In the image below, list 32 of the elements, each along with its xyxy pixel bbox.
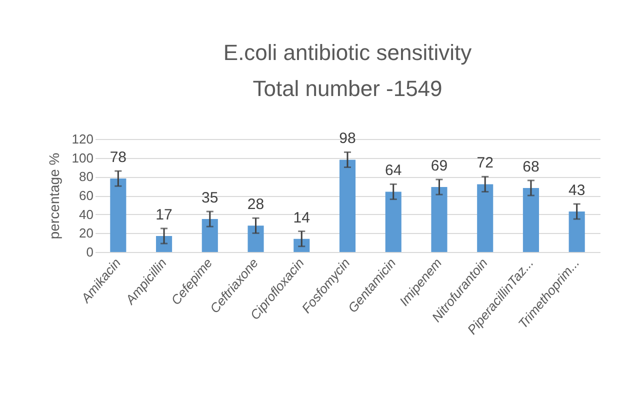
y-tick-label: 40 (79, 206, 94, 222)
bar (385, 192, 402, 252)
y-tick-label: 0 (86, 244, 94, 260)
data-label: 98 (339, 130, 356, 148)
y-tick-label: 20 (79, 226, 94, 241)
bar (339, 160, 356, 252)
y-tick-label: 80 (79, 169, 94, 184)
data-label: 14 (293, 209, 310, 226)
chart-title: E.coli antibiotic sensitivity (223, 40, 472, 66)
y-tick-label: 120 (72, 132, 94, 146)
data-label: 17 (156, 206, 172, 224)
bar (248, 226, 264, 252)
data-label: 28 (247, 196, 264, 214)
data-label: 35 (202, 190, 218, 207)
y-tick-label: 60 (79, 188, 94, 203)
data-label: 69 (430, 157, 448, 174)
bar (568, 212, 585, 252)
data-label: 68 (522, 158, 540, 176)
bar (477, 184, 494, 252)
bar (156, 236, 172, 252)
data-label: 72 (476, 154, 494, 172)
y-axis-title: percentage % (46, 152, 62, 240)
data-label: 43 (568, 182, 586, 199)
bar (431, 187, 448, 252)
data-label: 64 (385, 162, 402, 180)
y-tick-label: 100 (72, 150, 94, 166)
bar (202, 219, 218, 252)
chart-subtitle: Total number -1549 (252, 76, 442, 102)
bar (110, 178, 126, 252)
data-label: 78 (110, 149, 127, 166)
bar (522, 188, 539, 252)
bar (294, 238, 310, 252)
